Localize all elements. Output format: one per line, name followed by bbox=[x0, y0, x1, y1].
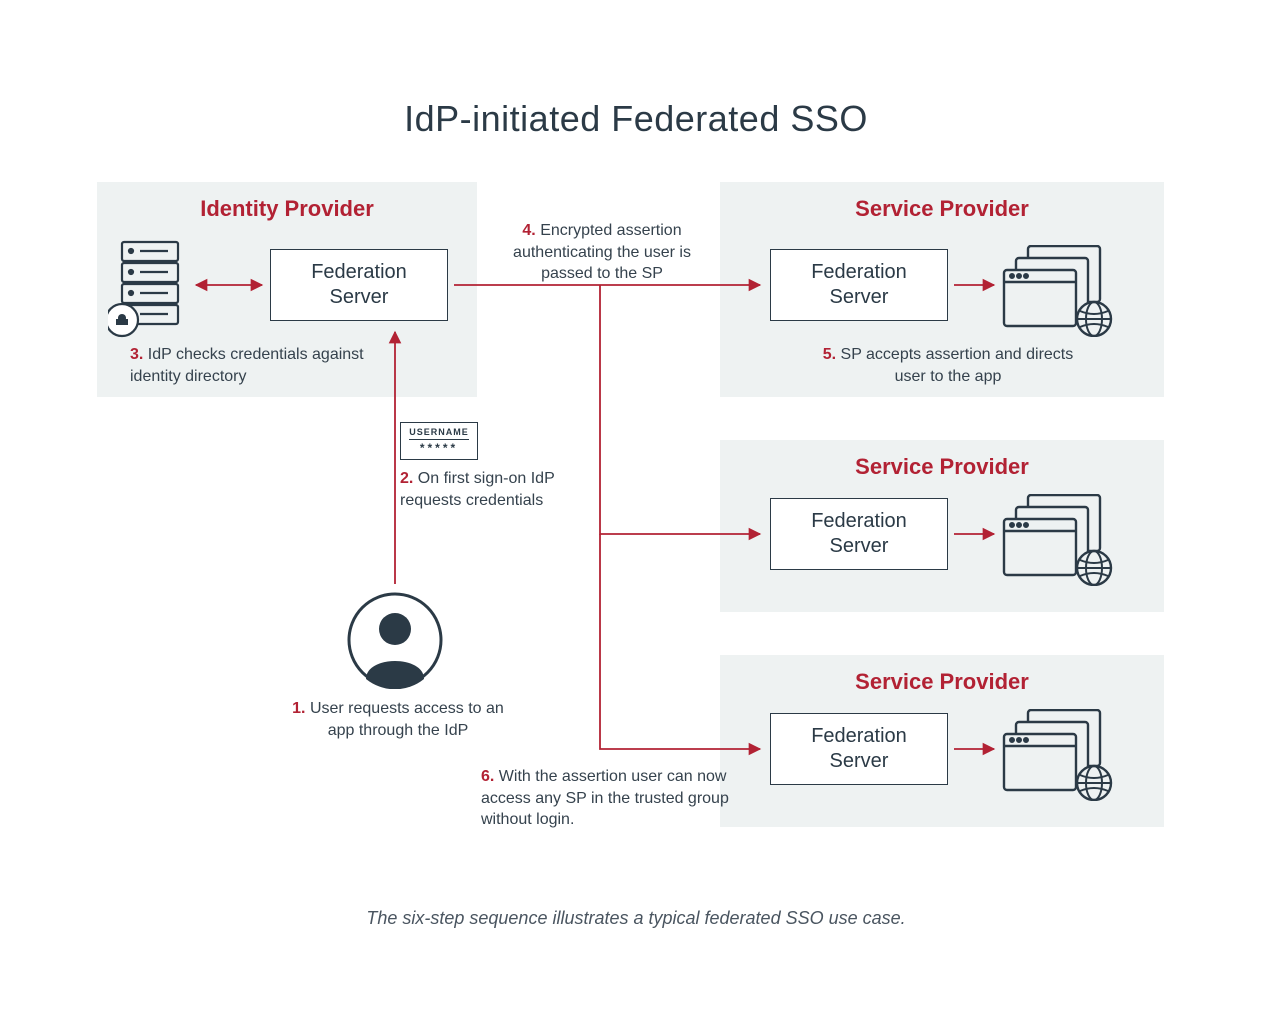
diagram-canvas: IdP-initiated Federated SSO Identity Pro… bbox=[0, 0, 1272, 1030]
step-4: 4. Encrypted assertion authenticating th… bbox=[494, 220, 710, 285]
diagram-caption: The six-step sequence illustrates a typi… bbox=[0, 908, 1272, 929]
step-3: 3. IdP checks credentials against identi… bbox=[130, 344, 390, 387]
step-1: 1. User requests access to an app throug… bbox=[283, 698, 513, 741]
step-6: 6. With the assertion user can now acces… bbox=[481, 766, 729, 831]
step-5: 5. SP accepts assertion and directs user… bbox=[818, 344, 1078, 387]
arrows-layer bbox=[0, 0, 1272, 1030]
step-2: 2. On first sign-on IdP requests credent… bbox=[400, 468, 570, 511]
